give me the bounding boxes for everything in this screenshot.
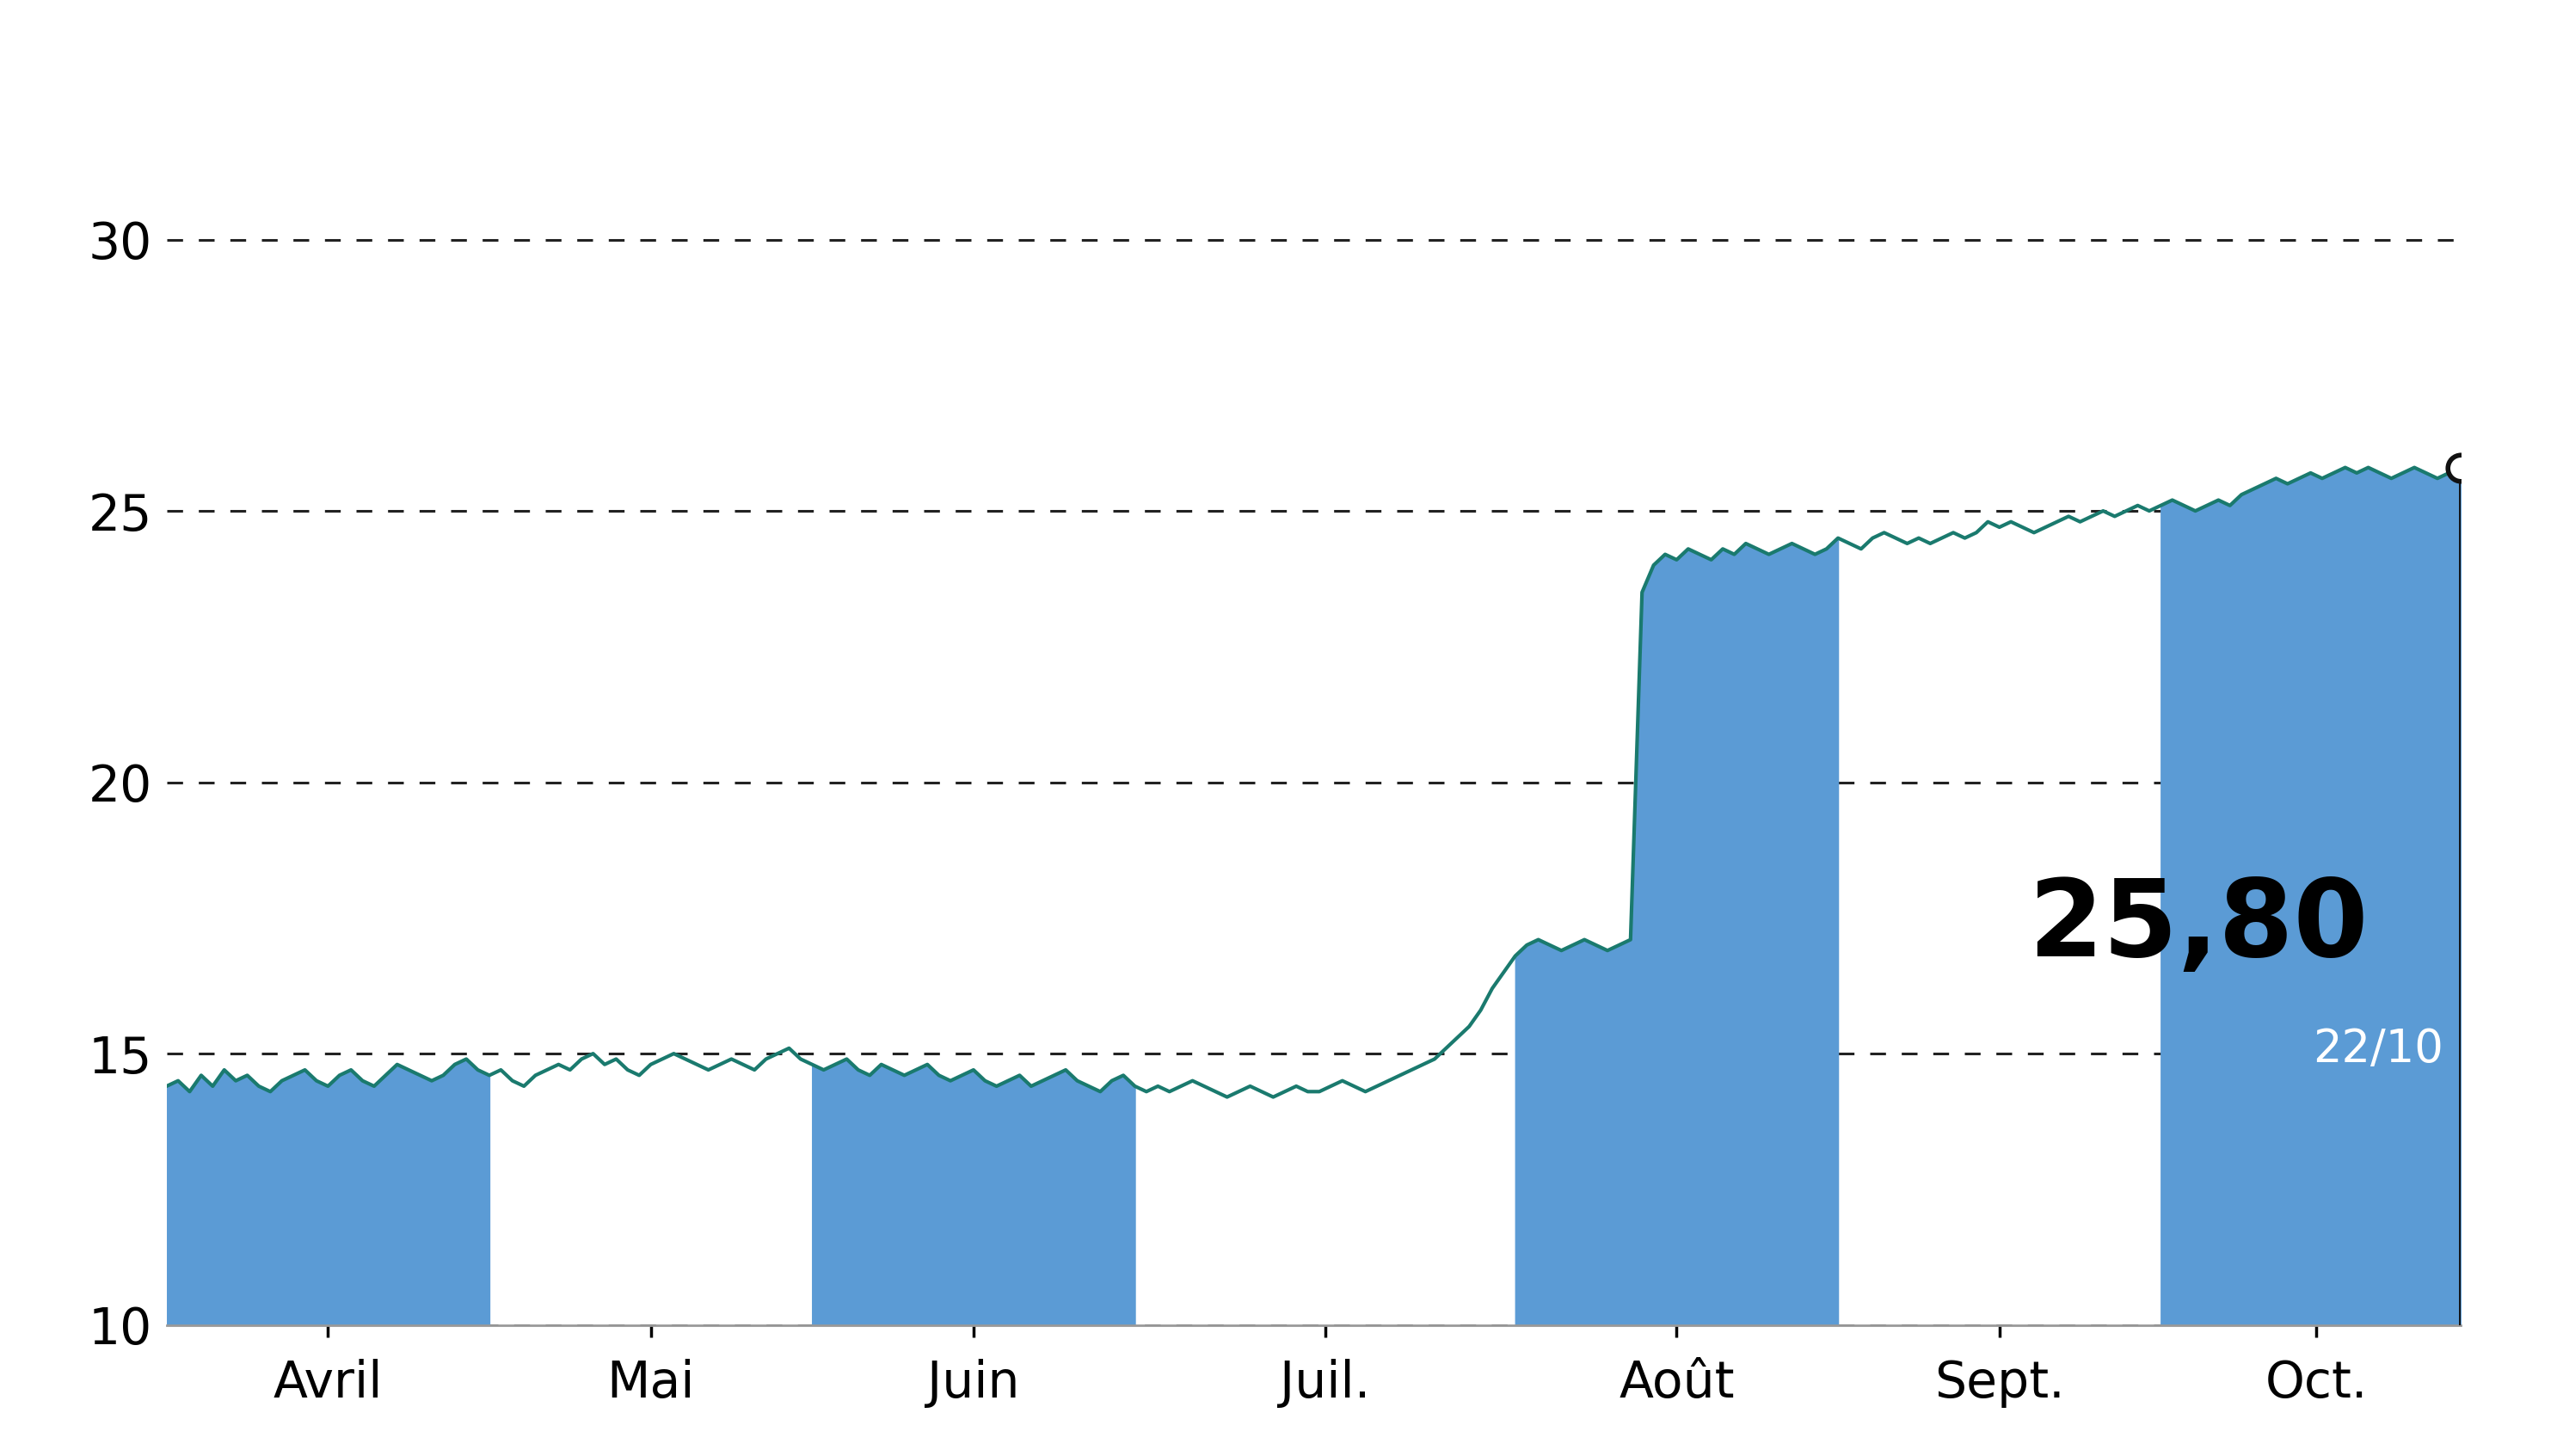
Text: EUROBIO-SCIENTIFIC: EUROBIO-SCIENTIFIC (582, 15, 1981, 130)
Text: 25,80: 25,80 (2027, 875, 2368, 978)
Text: 22/10: 22/10 (2312, 1026, 2443, 1072)
